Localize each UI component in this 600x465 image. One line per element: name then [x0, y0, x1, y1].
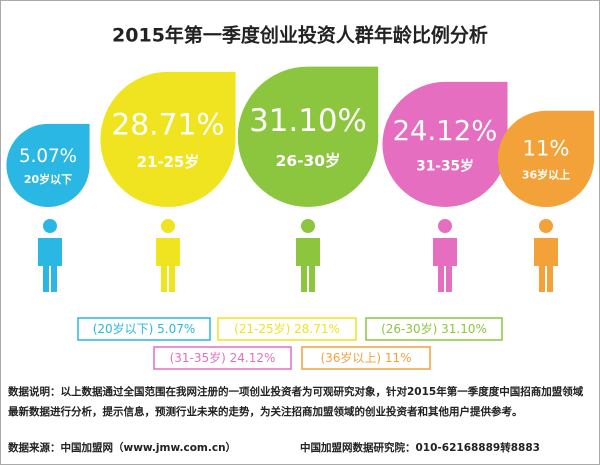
category-label: 20岁以下	[24, 172, 72, 186]
legend-box	[217, 317, 357, 341]
droplet	[497, 110, 595, 207]
person-body	[38, 238, 62, 292]
value-label: 31.10%	[249, 103, 367, 139]
legend-label: (36岁以上) 11%	[320, 350, 411, 365]
person-body	[534, 238, 558, 292]
category-label: 21-25岁	[137, 153, 199, 171]
droplet	[382, 81, 508, 207]
legend-box	[153, 346, 292, 370]
source: 数据来源：中国加盟网（www.jmw.com.cn）	[7, 441, 236, 454]
legend-box	[365, 317, 503, 341]
person-icon	[296, 219, 320, 292]
droplet	[237, 66, 379, 207]
person-head	[438, 219, 452, 233]
person-icon	[534, 219, 558, 292]
value-label: 24.12%	[393, 115, 498, 147]
chart-title: 2015年第一季度创业投资人群年龄比例分析	[112, 24, 488, 47]
legend-box	[301, 346, 431, 370]
note: 数据说明：以上数据通过全国范围在我网注册的一项创业投资者为可观研究对象，针对20…	[8, 386, 584, 418]
legend-label: (26-30岁) 31.10%	[381, 321, 487, 336]
legend-box	[77, 317, 211, 341]
droplet	[100, 71, 236, 208]
person-head	[301, 219, 315, 233]
legend-label: (20岁以下) 5.07%	[93, 321, 196, 336]
contact: 中国加盟网数据研究院：010-62168889转8883	[300, 441, 540, 454]
droplet	[6, 123, 90, 207]
category-label: 36岁以上	[522, 168, 570, 182]
value-label: 11%	[522, 135, 569, 160]
legend-label: (31-35岁) 24.12%	[170, 350, 276, 365]
person-icon	[433, 219, 457, 292]
person-head	[43, 219, 57, 233]
person-body	[296, 238, 320, 292]
person-head	[161, 219, 175, 233]
value-label: 28.71%	[111, 107, 224, 142]
note-box: 数据说明：以上数据通过全国范围在我网注册的一项创业投资者为可观研究对象，针对20…	[8, 386, 584, 418]
category-label: 31-35岁	[416, 157, 474, 174]
legend-label: (21-25岁) 28.71%	[234, 321, 340, 336]
person-head	[539, 219, 553, 233]
value-label: 5.07%	[19, 146, 77, 167]
person-icon	[38, 219, 62, 292]
person-body	[156, 238, 180, 292]
category-label: 26-30岁	[276, 151, 341, 170]
person-body	[433, 238, 457, 292]
person-icon	[156, 219, 180, 292]
